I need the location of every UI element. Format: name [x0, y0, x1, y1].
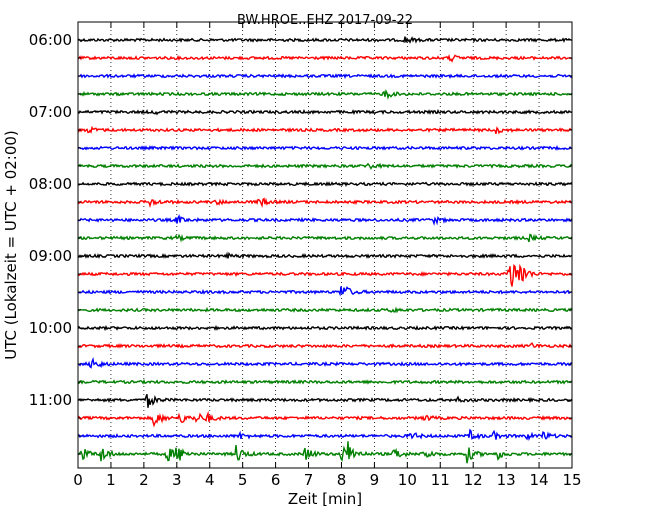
- x-tick-label: 2: [139, 471, 149, 489]
- trace-line: [77, 428, 573, 441]
- trace-line: [77, 357, 573, 369]
- x-tick-label: 4: [205, 471, 215, 489]
- trace-line: [77, 306, 573, 314]
- trace-line: [77, 145, 573, 151]
- x-tick-label: 0: [73, 471, 83, 489]
- y-tick-label: 07:00: [29, 103, 72, 121]
- trace-line: [77, 285, 573, 297]
- plot-frame: [77, 21, 573, 469]
- trace-line: [77, 213, 573, 227]
- trace-line: [77, 394, 573, 408]
- x-axis-label: Zeit [min]: [288, 490, 362, 508]
- trace-line: [77, 251, 573, 259]
- trace-line: [77, 324, 573, 332]
- y-axis-label: UTC (Lokalzeit = UTC + 02:00): [2, 130, 20, 360]
- trace-line: [77, 441, 573, 464]
- tick-layer: 0 1 2 3 4 5 6 7 8 9 10 11 12 13 14 1506:0007:0008:0009:…: [29, 22, 582, 489]
- x-tick-label: 3: [172, 471, 182, 489]
- y-tick-label: 08:00: [29, 175, 72, 193]
- x-tick-label: 14: [530, 471, 549, 489]
- y-tick-label: 09:00: [29, 247, 72, 265]
- trace-line: [77, 53, 573, 63]
- trace-line: [77, 36, 573, 44]
- trace-line: [77, 88, 573, 100]
- x-tick-label: 8: [337, 471, 347, 489]
- y-tick-label: 10:00: [29, 319, 72, 337]
- x-tick-label: 13: [497, 471, 516, 489]
- x-tick-label: 1: [106, 471, 116, 489]
- x-tick-label: 15: [562, 471, 581, 489]
- trace-layer: [77, 36, 573, 464]
- trace-line: [77, 162, 573, 170]
- grid-layer: [110, 22, 540, 468]
- trace-line: [77, 73, 573, 79]
- trace-line: [77, 109, 573, 116]
- x-tick-label: 10: [398, 471, 417, 489]
- trace-line: [77, 197, 573, 209]
- y-tick-label: 11:00: [29, 391, 72, 409]
- x-tick-label: 12: [464, 471, 483, 489]
- x-tick-label: 11: [431, 471, 450, 489]
- trace-line: [77, 125, 573, 135]
- trace-line: [77, 181, 573, 187]
- x-tick-label: 6: [271, 471, 281, 489]
- trace-line: [77, 233, 573, 243]
- x-tick-label: 9: [370, 471, 380, 489]
- trace-line: [77, 263, 573, 287]
- chart-title: BW.HROE..EHZ 2017-09-22: [237, 13, 413, 28]
- trace-line: [77, 378, 573, 386]
- trace-line: [77, 342, 573, 349]
- trace-line: [77, 410, 573, 428]
- x-tick-label: 7: [304, 471, 314, 489]
- x-tick-label: 5: [238, 471, 248, 489]
- y-tick-label: 06:00: [29, 31, 72, 49]
